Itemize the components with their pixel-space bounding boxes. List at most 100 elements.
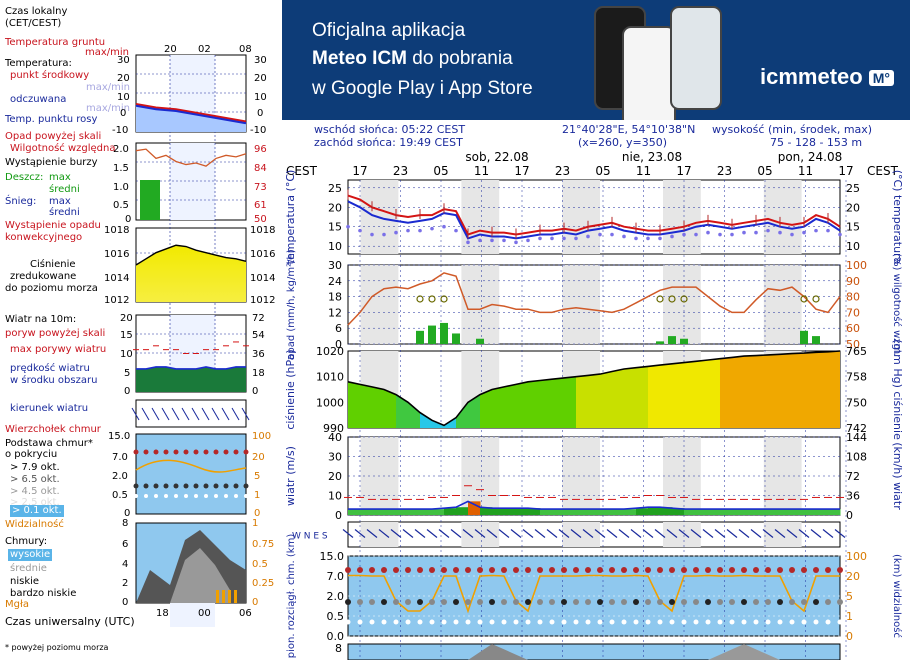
mini-cloud-low-3 (164, 494, 168, 498)
pressure-fill-27 (672, 362, 684, 428)
pressure-fill-32 (732, 356, 744, 428)
mini-fog-bar-1 (222, 590, 225, 603)
cloud-base-18 (561, 599, 567, 605)
wind-arrow-39 (810, 529, 822, 538)
cloud-top-11 (477, 567, 483, 573)
prec-ylabel-left: opad (mm/h, kg/m²/h) (286, 249, 297, 360)
mini-cloud-base-1 (143, 483, 149, 489)
mini-prec-tick-0: 2.0 (113, 144, 129, 155)
mini-utc-tick-0: 18 (156, 608, 169, 619)
cloud-top-16 (537, 567, 543, 573)
cloud-low-22 (609, 619, 615, 625)
shade-wdir-0 (360, 522, 399, 547)
sunset: zachód słońca: 19:49 CEST (314, 136, 463, 149)
mini-cl-tick-l4: 0 (122, 597, 128, 608)
mini-cl-tick-l0: 8 (122, 518, 128, 529)
dew-point-25 (646, 236, 650, 241)
mini-cloud-top-0 (133, 449, 139, 455)
legend-cloud-top: Wierzchołek chmur (5, 424, 101, 435)
wind-ytick-l-4: 0 (335, 509, 342, 522)
wind-speed-bar-31 (720, 509, 733, 515)
pressure-fill-17 (552, 377, 564, 428)
mini-cloud-low-7 (204, 494, 208, 498)
cloud-base-3 (381, 599, 387, 605)
temp-ytick-l-3: 10 (328, 240, 342, 253)
cloud-base-30 (705, 599, 711, 605)
legend-time-local: Czas lokalny (5, 6, 68, 17)
cb-ylabel-right: (km) widzialność (891, 554, 903, 638)
cloud-low-21 (597, 619, 603, 625)
wind-arrow-27 (666, 529, 678, 538)
wind-arrow-37 (786, 529, 798, 538)
mini-temp-tick-r0: 30 (254, 55, 267, 66)
wind-speed-bar-33 (744, 509, 757, 515)
mini-pres-tick-r0: 1018 (250, 225, 275, 236)
wdir-ylabel: W N E S (292, 532, 328, 542)
cloud-top-29 (693, 567, 699, 573)
pressure-fill-4 (396, 394, 408, 428)
mini-cl-tick-l3: 2 (122, 578, 128, 589)
wind-arrow-23 (618, 529, 630, 538)
dew-point-19 (574, 236, 578, 241)
cloud-top-9 (453, 567, 459, 573)
legend-cl-mid: średnie (10, 563, 47, 574)
wind-arrow-7 (426, 529, 438, 538)
mini-temp-tick-r2: 10 (254, 92, 267, 103)
pressure-fill-6 (420, 412, 432, 428)
wind-arrow-40 (822, 529, 834, 538)
mini-wind-arrow-4 (171, 407, 180, 421)
altitude-label: wysokość (min, środek, max) (712, 123, 873, 136)
wind-speed-bar-40 (828, 509, 841, 515)
hour-label-8: 17 (676, 164, 691, 178)
dew-point-36 (778, 230, 782, 235)
pressure-fill-10 (468, 394, 480, 428)
wind-speed-bar-11 (480, 507, 493, 515)
mini-fog-bar-0 (216, 590, 219, 603)
mini-local-tick-0: 20 (164, 44, 177, 55)
legend-visibility: Widzialność (5, 519, 64, 530)
dew-point-8 (442, 224, 446, 229)
mini-cloud-low-9 (224, 494, 228, 498)
cloud-top-15 (525, 567, 531, 573)
mini-fog-bar-3 (234, 590, 237, 603)
dew-point-23 (622, 234, 626, 239)
mini-humidity-line (135, 148, 247, 167)
altitude-values: 75 - 128 - 153 m (770, 136, 863, 149)
app-banner[interactable]: Oficjalna aplikacja Meteo ICM do pobrani… (282, 0, 910, 120)
cloud-base-11 (477, 599, 483, 605)
temp-ylabel-right: (°C) temperatura (891, 170, 904, 265)
wind-arrow-25 (642, 529, 654, 538)
mini-local-tick-1: 02 (198, 44, 211, 55)
wind-speed-bar-12 (492, 508, 505, 515)
wind-speed-bar-35 (768, 509, 781, 515)
pres-ylabel-right: (mm Hg) ciśnienie (891, 339, 904, 440)
rain-bar-2 (440, 322, 448, 344)
legend-cl-vlow: bardzo niskie (10, 588, 77, 599)
wind-arrow-24 (630, 529, 642, 538)
legend-pressure3: do poziomu morza (5, 283, 98, 294)
pressure-fill-24 (636, 366, 648, 428)
mini-cloud-base-0 (133, 483, 139, 489)
wind-speed-bar-34 (756, 509, 769, 515)
cb-ytick-l-3: 0.5 (327, 610, 345, 623)
storm-marker-6 (800, 295, 808, 303)
legend-ground-temp: Temperatura gruntu (5, 37, 106, 48)
cloud-top-21 (597, 567, 603, 573)
wind-arrow-28 (678, 529, 690, 538)
wind-speed-bar-39 (816, 509, 829, 515)
pressure-line (347, 350, 841, 427)
temp-ytick-r-0: 25 (846, 182, 860, 195)
cloud-low-8 (441, 619, 447, 625)
wind-speed-bar-32 (732, 509, 745, 515)
cloud-low-10 (465, 619, 471, 625)
legend-rain-avg: średni (49, 184, 80, 195)
hum-ytick-r-1: 90 (846, 275, 860, 288)
wind-arrow-26 (654, 529, 666, 538)
cloud-top-38 (801, 567, 807, 573)
wind-arrow-5 (402, 529, 414, 538)
cloud-top-5 (405, 567, 411, 573)
legend-rain: Deszcz: (5, 172, 44, 183)
mini-cloud-top-6 (193, 449, 199, 455)
cloud-low-35 (765, 619, 771, 625)
